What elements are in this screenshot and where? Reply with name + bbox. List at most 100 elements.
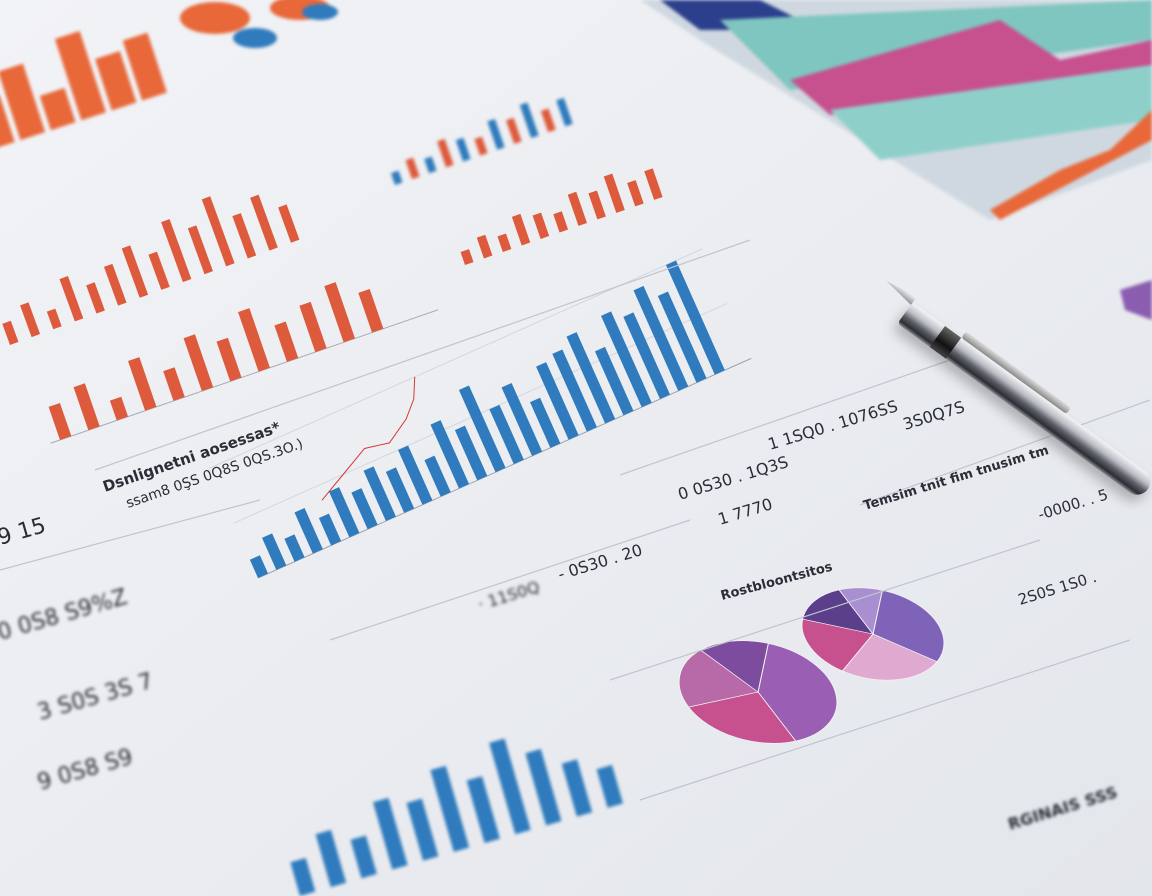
panel-dividers bbox=[0, 239, 1151, 801]
bar bbox=[566, 332, 616, 424]
orange-bar-chart bbox=[0, 30, 167, 150]
bar bbox=[430, 765, 470, 852]
bar bbox=[665, 260, 725, 375]
bar bbox=[627, 180, 644, 207]
bar bbox=[596, 764, 623, 808]
bar bbox=[372, 797, 408, 870]
bar bbox=[588, 190, 606, 220]
bar bbox=[299, 301, 327, 353]
colorful-area-chart bbox=[640, 0, 1152, 320]
red-bar-chart-lower bbox=[48, 282, 439, 444]
red-bar-chart-upper bbox=[2, 194, 300, 345]
bar bbox=[501, 382, 543, 456]
blue-bar-chart-bottom bbox=[290, 738, 623, 896]
bar bbox=[424, 156, 437, 174]
pie-slice bbox=[841, 633, 938, 681]
bar bbox=[122, 32, 167, 101]
bar bbox=[0, 63, 46, 141]
bar bbox=[249, 555, 269, 578]
bar bbox=[329, 487, 360, 538]
bar bbox=[405, 157, 420, 180]
bar bbox=[430, 420, 470, 489]
bar bbox=[183, 334, 214, 392]
bar bbox=[561, 759, 593, 817]
bar bbox=[603, 173, 625, 213]
bar bbox=[278, 204, 300, 243]
bar bbox=[315, 829, 347, 888]
bar bbox=[59, 276, 84, 322]
bar bbox=[95, 51, 137, 111]
bar bbox=[497, 233, 512, 252]
pie-slice bbox=[757, 643, 838, 742]
pie-slice bbox=[872, 589, 945, 663]
bar bbox=[250, 194, 278, 251]
bar bbox=[86, 282, 105, 314]
bar bbox=[187, 225, 213, 275]
bar bbox=[519, 102, 539, 139]
bar bbox=[424, 455, 451, 497]
pie-slice bbox=[802, 589, 874, 635]
bar bbox=[216, 337, 242, 382]
bar bbox=[536, 362, 579, 440]
bar bbox=[623, 312, 671, 400]
bar bbox=[487, 118, 505, 150]
bar bbox=[232, 213, 257, 259]
bar bbox=[552, 349, 597, 432]
bar bbox=[406, 798, 439, 861]
bar bbox=[398, 445, 433, 505]
bar bbox=[525, 748, 562, 826]
bar bbox=[20, 302, 41, 338]
bar bbox=[460, 249, 474, 265]
bar bbox=[48, 403, 72, 440]
bar bbox=[437, 138, 454, 168]
red-bar-chart-right bbox=[460, 168, 663, 265]
bar bbox=[594, 346, 634, 416]
bar bbox=[201, 196, 235, 267]
bar bbox=[553, 211, 569, 233]
bar bbox=[238, 308, 270, 372]
bar bbox=[148, 251, 170, 290]
pie-slice bbox=[838, 587, 883, 636]
bar bbox=[454, 425, 488, 481]
bar bbox=[385, 467, 415, 513]
bar bbox=[489, 404, 524, 465]
pie-slice bbox=[801, 618, 874, 672]
bar bbox=[363, 466, 396, 522]
bar bbox=[644, 168, 663, 200]
bar bbox=[633, 285, 689, 391]
bar bbox=[350, 835, 377, 879]
bar bbox=[476, 234, 493, 259]
bar bbox=[529, 397, 561, 448]
bar bbox=[284, 534, 305, 562]
bar bbox=[474, 136, 488, 156]
bar bbox=[2, 320, 19, 345]
bar bbox=[262, 533, 287, 570]
bar bbox=[161, 219, 192, 283]
bar bbox=[511, 213, 531, 246]
bar bbox=[532, 212, 550, 239]
bar bbox=[567, 191, 587, 226]
bar bbox=[540, 108, 556, 133]
blue-red-mini-chart bbox=[390, 97, 573, 185]
bar bbox=[121, 245, 149, 298]
bar bbox=[318, 513, 342, 546]
bar bbox=[103, 263, 127, 306]
top-pie-fragments bbox=[180, 0, 338, 48]
bar bbox=[601, 311, 652, 408]
bar bbox=[274, 321, 299, 362]
bar bbox=[466, 776, 500, 844]
bar bbox=[54, 30, 107, 121]
bar bbox=[324, 282, 356, 343]
bar bbox=[46, 308, 62, 330]
bar bbox=[458, 385, 506, 473]
pie-slice bbox=[687, 691, 797, 744]
bar bbox=[390, 170, 403, 185]
bar bbox=[358, 288, 384, 333]
bar bbox=[0, 94, 15, 150]
bar bbox=[657, 291, 707, 383]
bar bbox=[128, 357, 157, 411]
bar bbox=[556, 97, 573, 127]
bar bbox=[109, 396, 129, 421]
bar bbox=[489, 738, 531, 835]
